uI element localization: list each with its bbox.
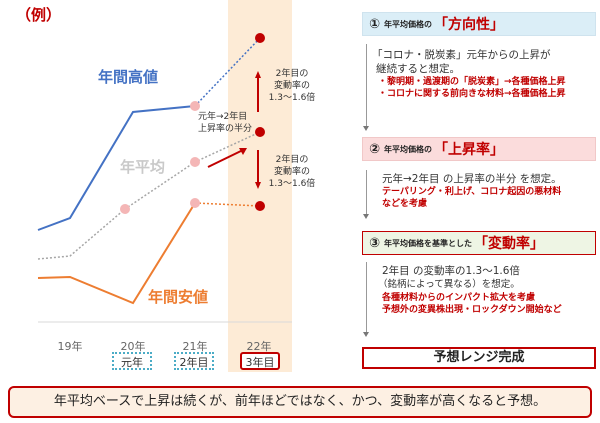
flow-line [366,170,367,214]
x-label-21: 21年 [182,340,208,353]
step-3-header: ③ 年平均価格を基準とした 「変動率」 [362,231,596,255]
arrow-down-icon [363,126,369,131]
forecast-year-band [228,0,292,372]
step-number: ② [369,141,381,157]
x-label-20: 20年 [120,340,146,353]
series-label-low: 年間安値 [148,288,209,306]
step-keyword: 「変動率」 [474,236,545,252]
year-box-first: 元年 [112,352,152,370]
step-number: ① [369,16,381,32]
year-box-third: 3年目 [240,352,280,370]
series-label-average: 年平均 [120,158,166,176]
step-keyword: 「上昇率」 [434,142,505,158]
flow-line [366,44,367,126]
step-2-header: ② 年平均価格の 「上昇率」 [362,137,596,161]
flow-line [366,262,367,332]
step-keyword: 「方向性」 [434,17,505,33]
price-chart [37,33,292,323]
step-3-body: 2年目 の変動率の1.3〜1.6倍 （銘柄によって異なる）を想定。 各種材料から… [378,265,562,315]
step-2-body: 元年→2年目 の上昇率の半分 を想定。 テーパリング・利上げ、コロナ起因の悪材料… [382,173,562,209]
x-label-19: 19年 [57,340,83,353]
note-half-rise: 元年→2年目 上昇率の半分 [198,112,253,134]
step-number: ③ [369,235,381,251]
series-label-high: 年間高値 [98,68,159,86]
step-1-header: ① 年平均価格の 「方向性」 [362,12,596,36]
note-variation-lower: 2年目の 変動率の 1.3〜1.6倍 [268,155,316,189]
year-box-second: 2年目 [174,352,214,370]
forecast-range-complete: 予想レンジ完成 [362,347,596,369]
arrow-down-icon [363,214,369,219]
summary-box: 年平均ベースで上昇は続くが、前年ほどではなく、かつ、変動率が高くなると予想。 [8,386,592,418]
x-label-22: 22年 [246,340,272,353]
arrow-down-icon [363,332,369,337]
step-1-body: 「コロナ・脱炭素」元年からの上昇が 継続すると想定。 ・黎明期・過渡期の「脱炭素… [372,49,566,99]
example-label: （例） [16,6,62,24]
note-variation-upper: 2年目の 変動率の 1.3〜1.6倍 [268,69,316,103]
